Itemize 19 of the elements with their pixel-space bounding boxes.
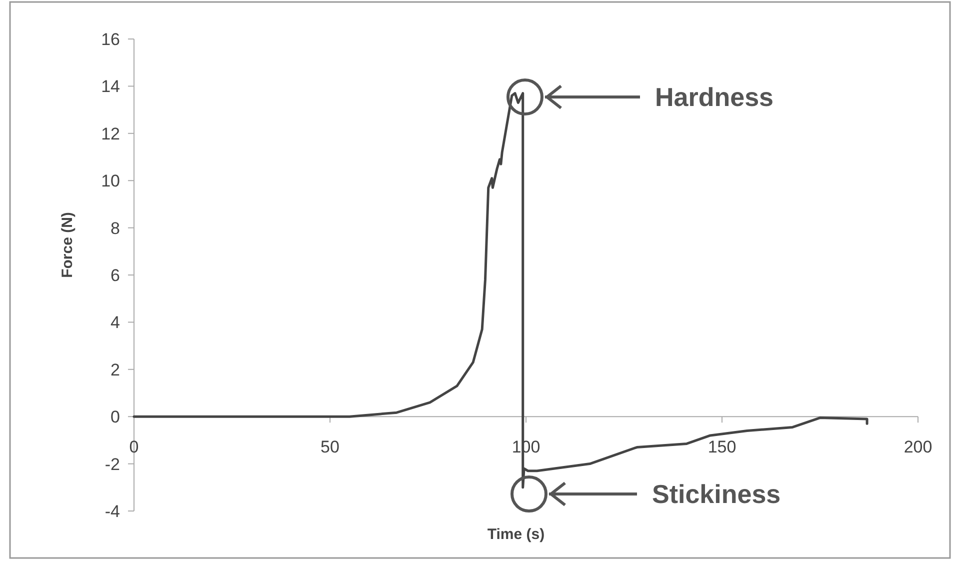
x-tick-label: 200 xyxy=(904,438,932,457)
x-tick-label: 150 xyxy=(708,438,736,457)
y-tick-label: 8 xyxy=(110,218,120,238)
x-axis-title: Time (s) xyxy=(487,526,545,543)
y-tick-label: 6 xyxy=(110,266,120,285)
y-tick-label: 10 xyxy=(101,172,120,191)
annotation: Stickiness xyxy=(652,479,781,510)
y-tick-label: 16 xyxy=(101,30,120,49)
y-tick-label: -2 xyxy=(104,454,120,474)
annotation: Hardness xyxy=(655,82,774,112)
x-tick-label: 0 xyxy=(129,438,139,457)
y-tick-label: 4 xyxy=(110,313,120,332)
y-tick-label: 14 xyxy=(101,77,120,96)
y-tick-label: 2 xyxy=(110,360,120,380)
y-tick-label: 12 xyxy=(101,124,120,144)
y-tick-label: 0 xyxy=(110,408,120,427)
y-axis-title: Force (N) xyxy=(59,212,76,278)
x-tick-label: 50 xyxy=(320,438,340,457)
y-tick-label: -4 xyxy=(104,502,120,521)
